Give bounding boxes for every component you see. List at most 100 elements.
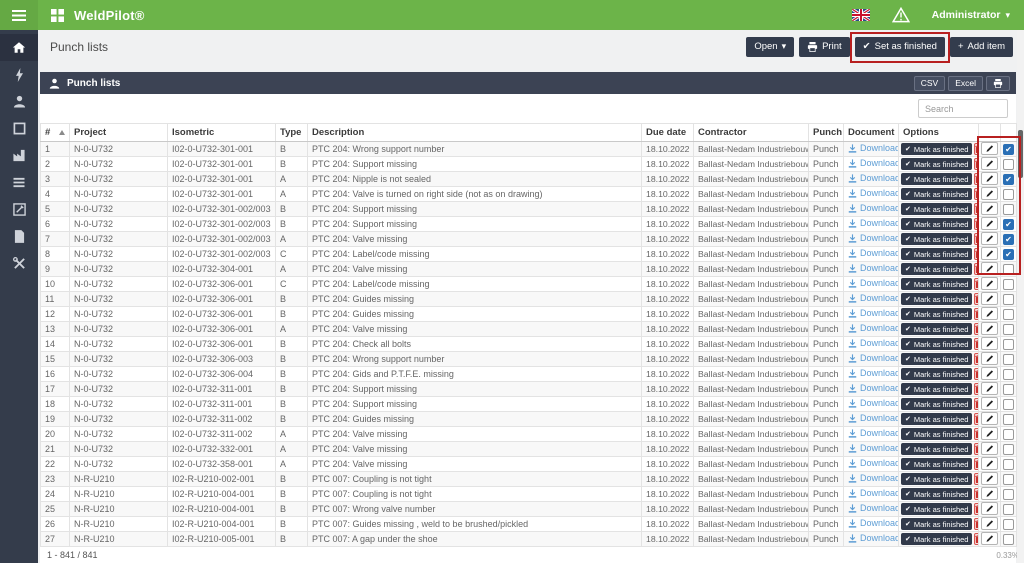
vertical-scrollbar[interactable] <box>1017 30 1024 563</box>
edit-button[interactable] <box>981 202 998 215</box>
download-link[interactable]: Download <box>848 353 898 364</box>
row-checkbox[interactable] <box>1003 458 1014 470</box>
row-checkbox[interactable] <box>1003 368 1014 380</box>
row-checkbox[interactable] <box>1003 323 1014 335</box>
delete-button[interactable] <box>974 248 978 260</box>
row-checkbox[interactable] <box>1003 158 1014 170</box>
delete-button[interactable] <box>974 188 978 200</box>
download-link[interactable]: Download <box>848 458 898 469</box>
download-link[interactable]: Download <box>848 248 898 259</box>
print-button[interactable]: Print <box>799 36 850 57</box>
delete-button[interactable] <box>974 323 978 335</box>
scrollbar-thumb[interactable] <box>1018 130 1023 178</box>
export-csv-button[interactable]: CSV <box>913 75 946 91</box>
row-checkbox[interactable] <box>1003 383 1014 395</box>
sidebar-item-users[interactable] <box>0 88 38 115</box>
row-checkbox[interactable] <box>1003 188 1014 200</box>
edit-button[interactable] <box>981 457 998 470</box>
row-checkbox[interactable] <box>1003 398 1014 410</box>
download-link[interactable]: Download <box>848 368 898 379</box>
sidebar-item-lists[interactable] <box>0 169 38 196</box>
delete-button[interactable] <box>974 443 978 455</box>
mark-as-finished-button[interactable]: ✔ Mark as finished <box>901 458 973 470</box>
col-header-due-date[interactable]: Due date <box>641 123 694 142</box>
delete-button[interactable] <box>974 473 978 485</box>
download-link[interactable]: Download <box>848 293 898 304</box>
panel-print-button[interactable] <box>986 75 1010 91</box>
download-link[interactable]: Download <box>848 218 898 229</box>
mark-as-finished-button[interactable]: ✔ Mark as finished <box>901 233 973 245</box>
sidebar-item-tools[interactable] <box>0 250 38 277</box>
edit-button[interactable] <box>981 157 998 170</box>
mark-as-finished-button[interactable]: ✔ Mark as finished <box>901 533 973 545</box>
mark-as-finished-button[interactable]: ✔ Mark as finished <box>901 368 973 380</box>
row-checkbox[interactable] <box>1003 293 1014 305</box>
mark-as-finished-button[interactable]: ✔ Mark as finished <box>901 473 973 485</box>
sidebar-item-reports[interactable] <box>0 196 38 223</box>
col-header-description[interactable]: Description <box>307 123 642 142</box>
edit-button[interactable] <box>981 142 998 155</box>
edit-button[interactable] <box>981 172 998 185</box>
delete-button[interactable] <box>974 278 978 290</box>
row-checkbox[interactable] <box>1003 443 1014 455</box>
col-header-punch[interactable]: Punch <box>808 123 844 142</box>
sidebar-item-documents[interactable] <box>0 223 38 250</box>
mark-as-finished-button[interactable]: ✔ Mark as finished <box>901 218 973 230</box>
edit-button[interactable] <box>981 487 998 500</box>
add-item-button[interactable]: + Add item <box>949 36 1013 57</box>
download-link[interactable]: Download <box>848 233 898 244</box>
download-link[interactable]: Download <box>848 473 898 484</box>
row-checkbox[interactable] <box>1003 518 1014 530</box>
row-checkbox[interactable] <box>1003 143 1014 155</box>
mark-as-finished-button[interactable]: ✔ Mark as finished <box>901 428 973 440</box>
row-checkbox[interactable] <box>1003 428 1014 440</box>
hamburger-menu-button[interactable] <box>0 0 38 30</box>
download-link[interactable]: Download <box>848 518 898 529</box>
sidebar-item-activity[interactable] <box>0 61 38 88</box>
delete-button[interactable] <box>974 173 978 185</box>
search-input[interactable] <box>918 99 1008 118</box>
download-link[interactable]: Download <box>848 143 898 154</box>
download-link[interactable]: Download <box>848 398 898 409</box>
export-excel-button[interactable]: Excel <box>948 75 983 91</box>
edit-button[interactable] <box>981 397 998 410</box>
edit-button[interactable] <box>981 367 998 380</box>
edit-button[interactable] <box>981 232 998 245</box>
edit-button[interactable] <box>981 472 998 485</box>
sidebar-item-drawings[interactable] <box>0 115 38 142</box>
mark-as-finished-button[interactable]: ✔ Mark as finished <box>901 203 973 215</box>
row-checkbox[interactable] <box>1003 503 1014 515</box>
mark-as-finished-button[interactable]: ✔ Mark as finished <box>901 503 973 515</box>
edit-button[interactable] <box>981 277 998 290</box>
delete-button[interactable] <box>974 338 978 350</box>
delete-button[interactable] <box>974 263 978 275</box>
row-checkbox[interactable] <box>1003 218 1014 230</box>
mark-as-finished-button[interactable]: ✔ Mark as finished <box>901 353 973 365</box>
row-checkbox[interactable] <box>1003 308 1014 320</box>
apps-grid-button[interactable] <box>46 0 68 30</box>
edit-button[interactable] <box>981 322 998 335</box>
delete-button[interactable] <box>974 218 978 230</box>
delete-button[interactable] <box>974 143 978 155</box>
edit-button[interactable] <box>981 337 998 350</box>
download-link[interactable]: Download <box>848 488 898 499</box>
mark-as-finished-button[interactable]: ✔ Mark as finished <box>901 158 973 170</box>
row-checkbox[interactable] <box>1003 248 1014 260</box>
row-checkbox[interactable] <box>1003 263 1014 275</box>
download-link[interactable]: Download <box>848 173 898 184</box>
row-checkbox[interactable] <box>1003 278 1014 290</box>
delete-button[interactable] <box>974 413 978 425</box>
delete-button[interactable] <box>974 383 978 395</box>
download-link[interactable]: Download <box>848 383 898 394</box>
delete-button[interactable] <box>974 533 978 545</box>
warning-icon[interactable] <box>891 7 910 23</box>
edit-button[interactable] <box>981 307 998 320</box>
delete-button[interactable] <box>974 158 978 170</box>
download-link[interactable]: Download <box>848 338 898 349</box>
edit-button[interactable] <box>981 247 998 260</box>
edit-button[interactable] <box>981 427 998 440</box>
delete-button[interactable] <box>974 398 978 410</box>
mark-as-finished-button[interactable]: ✔ Mark as finished <box>901 383 973 395</box>
download-link[interactable]: Download <box>848 308 898 319</box>
mark-as-finished-button[interactable]: ✔ Mark as finished <box>901 413 973 425</box>
